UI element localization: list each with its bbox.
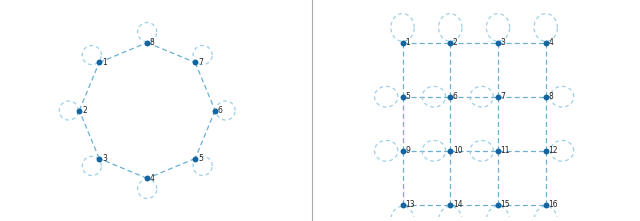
Text: 1: 1: [102, 58, 107, 67]
Text: 4: 4: [150, 174, 155, 183]
Text: 4: 4: [548, 38, 553, 47]
Point: [445, 41, 456, 44]
Point: [142, 41, 152, 44]
Text: 2: 2: [453, 38, 458, 47]
Point: [94, 61, 104, 64]
Point: [397, 203, 408, 207]
Point: [493, 95, 503, 99]
Point: [397, 95, 408, 99]
Point: [493, 149, 503, 152]
Text: 2: 2: [82, 106, 87, 115]
Text: 1: 1: [405, 38, 410, 47]
Point: [541, 41, 551, 44]
Point: [397, 41, 408, 44]
Point: [74, 109, 84, 112]
Point: [445, 149, 456, 152]
Text: 9: 9: [405, 146, 410, 155]
Text: 6: 6: [453, 92, 458, 101]
Point: [142, 177, 152, 180]
Point: [445, 203, 456, 207]
Point: [94, 157, 104, 160]
Text: 13: 13: [405, 200, 415, 210]
Point: [190, 157, 200, 160]
Point: [210, 109, 220, 112]
Text: 10: 10: [453, 146, 463, 155]
Text: 7: 7: [500, 92, 506, 101]
Text: 3: 3: [102, 154, 107, 163]
Point: [493, 41, 503, 44]
Text: 14: 14: [453, 200, 463, 210]
Point: [397, 149, 408, 152]
Text: 16: 16: [548, 200, 558, 210]
Point: [541, 203, 551, 207]
Point: [445, 95, 456, 99]
Text: 5: 5: [405, 92, 410, 101]
Text: 15: 15: [500, 200, 510, 210]
Point: [541, 95, 551, 99]
Text: 3: 3: [500, 38, 506, 47]
Point: [493, 203, 503, 207]
Text: 8: 8: [548, 92, 553, 101]
Point: [541, 149, 551, 152]
Text: 11: 11: [500, 146, 510, 155]
Text: 12: 12: [548, 146, 558, 155]
Text: 8: 8: [150, 38, 155, 47]
Point: [190, 61, 200, 64]
Text: 6: 6: [218, 106, 223, 115]
Text: 7: 7: [198, 58, 203, 67]
Text: 5: 5: [198, 154, 203, 163]
